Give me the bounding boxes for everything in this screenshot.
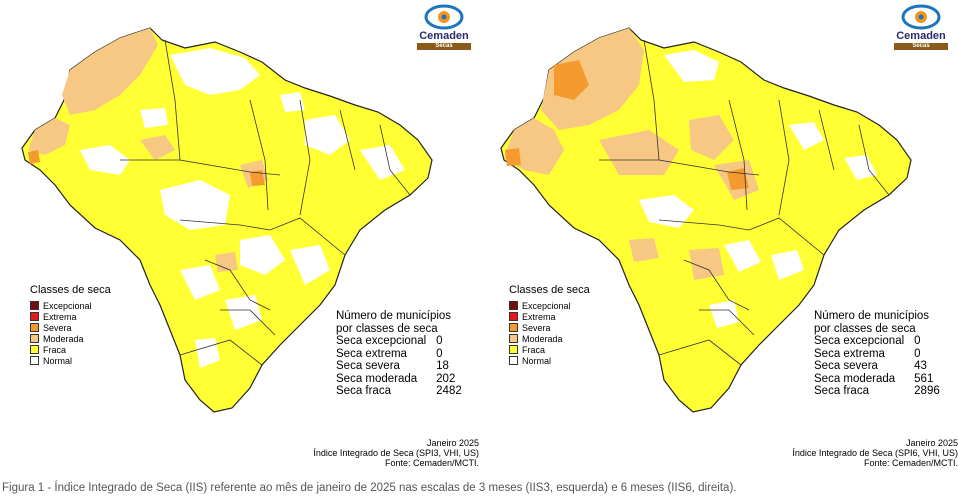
legend: Classes de seca Excepcional Extrema Seve… bbox=[509, 284, 590, 366]
brazil-drought-map-iis3 bbox=[21, 27, 433, 413]
stats-row: Seca severa 18 bbox=[336, 360, 449, 372]
map-panel-right: Cemaden Secas Classes de seca Excepciona… bbox=[479, 0, 958, 475]
stats-row: Seca excepcional 0 bbox=[814, 335, 921, 347]
footer-source: Fonte: Cemaden/MCTI. bbox=[863, 458, 958, 468]
legend-swatch bbox=[30, 323, 39, 332]
stats-row: Seca fraca 2896 bbox=[814, 385, 940, 397]
stats-header: Número de municípios bbox=[814, 310, 930, 322]
figure-caption: Figura 1 - Índice Integrado de Seca (IIS… bbox=[2, 482, 737, 494]
legend-item-extrema: Extrema bbox=[509, 311, 590, 322]
stats-row: Seca extrema 0 bbox=[814, 347, 921, 360]
stats-row: Seca moderada 202 bbox=[336, 372, 456, 385]
legend-item-excepcional: Excepcional bbox=[30, 300, 111, 311]
normal-areas bbox=[80, 48, 405, 368]
stats-row: Seca moderada 561 bbox=[814, 372, 934, 385]
legend-swatch bbox=[509, 356, 518, 365]
legend-item-severa: Severa bbox=[30, 322, 111, 333]
stats-header: por classes de seca bbox=[814, 322, 916, 335]
stats-row: Seca extrema 0 bbox=[336, 347, 443, 360]
stats-header: Número de municípios bbox=[336, 310, 452, 322]
footer-source: Fonte: Cemaden/MCTI. bbox=[384, 458, 479, 468]
moderate-drought-areas bbox=[504, 28, 759, 280]
legend-swatch bbox=[509, 323, 518, 332]
logo-name: Cemaden bbox=[896, 30, 946, 42]
municipality-stats: Número de municípios por classes de seca… bbox=[336, 310, 462, 398]
legend-swatch bbox=[30, 312, 39, 321]
map-panel-left: Cemaden Secas Classes de seca Excepciona… bbox=[0, 0, 479, 475]
legend-swatch bbox=[509, 345, 518, 354]
state-borders bbox=[599, 39, 890, 366]
legend-swatch bbox=[30, 334, 39, 343]
legend-swatch bbox=[509, 312, 518, 321]
legend-swatch bbox=[509, 334, 518, 343]
map-footer: Janeiro 2025 Índice Integrado de Seca (S… bbox=[738, 438, 958, 468]
cemaden-eye-icon bbox=[901, 4, 941, 30]
footer-date: Janeiro 2025 bbox=[426, 438, 479, 448]
legend-item-severa: Severa bbox=[509, 322, 590, 333]
logo-band: Secas bbox=[894, 43, 948, 50]
severe-drought-areas bbox=[28, 150, 265, 186]
legend-swatch bbox=[30, 301, 39, 310]
municipality-stats: Número de municípios por classes de seca… bbox=[814, 310, 940, 398]
stats-table: Seca excepcional 0 Seca extrema 0 Seca sev… bbox=[336, 335, 462, 398]
footer-index: Índice Integrado de Seca (SPI3, VHI, US) bbox=[313, 448, 479, 458]
stats-table: Seca excepcional 0 Seca extrema 0 Seca sev… bbox=[814, 335, 940, 398]
legend-item-extrema: Extrema bbox=[30, 311, 111, 322]
legend-swatch bbox=[30, 345, 39, 354]
legend-item-moderada: Moderada bbox=[30, 333, 111, 344]
cemaden-logo: Cemaden Secas bbox=[414, 4, 474, 52]
legend-swatch bbox=[30, 356, 39, 365]
footer-date: Janeiro 2025 bbox=[905, 438, 958, 448]
stats-row: Seca severa 43 bbox=[814, 360, 927, 372]
stats-row: Seca excepcional 0 bbox=[336, 335, 443, 347]
stats-header: por classes de seca bbox=[336, 322, 438, 335]
legend-item-excepcional: Excepcional bbox=[509, 300, 590, 311]
footer-index: Índice Integrado de Seca (SPI6, VHI, US) bbox=[792, 448, 958, 458]
map-footer: Janeiro 2025 Índice Integrado de Seca (S… bbox=[259, 438, 479, 468]
state-borders bbox=[120, 39, 411, 366]
legend: Classes de seca Excepcional Extrema Seve… bbox=[30, 284, 111, 366]
legend-item-fraca: Fraca bbox=[30, 344, 111, 355]
logo-band: Secas bbox=[417, 43, 471, 50]
normal-areas bbox=[639, 50, 877, 328]
legend-item-normal: Normal bbox=[30, 355, 111, 366]
legend-item-moderada: Moderada bbox=[509, 333, 590, 344]
stats-row: Seca fraca 2482 bbox=[336, 385, 462, 397]
legend-item-normal: Normal bbox=[509, 355, 590, 366]
legend-title: Classes de seca bbox=[509, 284, 590, 296]
legend-swatch bbox=[509, 301, 518, 310]
legend-title: Classes de seca bbox=[30, 284, 111, 296]
cemaden-logo: Cemaden Secas bbox=[891, 4, 951, 52]
logo-name: Cemaden bbox=[419, 30, 469, 42]
brazil-drought-map-iis6 bbox=[500, 27, 912, 413]
legend-item-fraca: Fraca bbox=[509, 344, 590, 355]
cemaden-eye-icon bbox=[424, 4, 464, 30]
